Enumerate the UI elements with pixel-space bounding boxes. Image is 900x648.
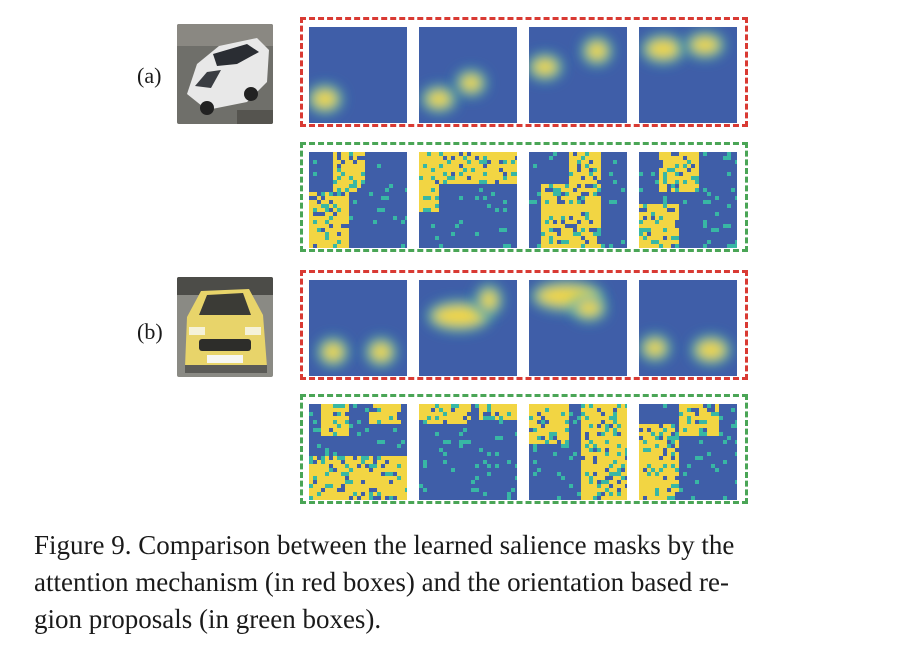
row-label-a: (a) <box>137 63 162 88</box>
attention-box-a <box>300 17 748 127</box>
attention-mask-a2 <box>419 27 517 123</box>
proposal-mask-a2 <box>419 152 517 248</box>
salience-figure: (a) (b) <box>137 17 748 504</box>
attention-mask-a3 <box>529 27 627 123</box>
yellow-hatchback-photo <box>177 277 273 377</box>
proposal-mask-b3 <box>529 404 627 500</box>
proposal-mask-a3 <box>529 152 627 248</box>
white-sedan-photo <box>177 24 273 124</box>
proposal-mask-a4 <box>639 152 737 248</box>
proposal-box-b <box>300 394 748 504</box>
proposal-mask-b2 <box>419 404 517 500</box>
proposal-mask-b1 <box>309 404 407 500</box>
attention-mask-b3 <box>529 280 627 376</box>
proposal-box-a <box>300 142 748 252</box>
figure-caption: Figure 9. Comparison between the learned… <box>34 527 874 638</box>
caption-line-3: gion proposals (in green boxes). <box>34 604 382 634</box>
proposal-mask-b4 <box>639 404 737 500</box>
proposal-mask-a1 <box>309 152 407 248</box>
attention-box-b <box>300 270 748 380</box>
attention-mask-a4 <box>639 27 737 123</box>
caption-line-1: Figure 9. Comparison between the learned… <box>34 530 735 560</box>
attention-mask-b1 <box>309 280 407 376</box>
row-label-b: (b) <box>137 319 163 344</box>
attention-mask-a1 <box>309 27 407 123</box>
caption-line-2: attention mechanism (in red boxes) and t… <box>34 567 730 597</box>
attention-mask-b2 <box>419 280 517 376</box>
attention-mask-b4 <box>639 280 737 376</box>
